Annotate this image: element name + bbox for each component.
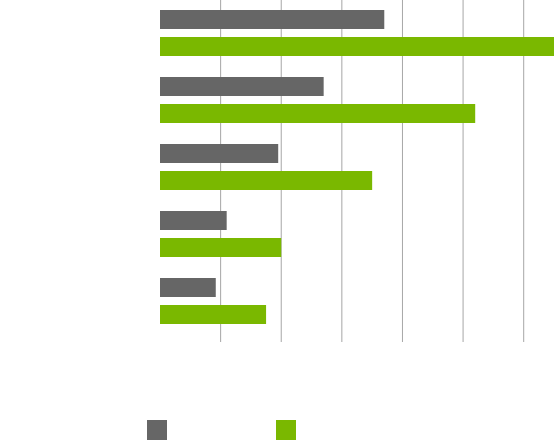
legend-swatch-series2	[276, 420, 296, 440]
bar-series1-row5	[160, 278, 216, 297]
legend-swatch-series1	[147, 420, 167, 440]
bar-series1-row1	[160, 10, 385, 29]
bar-series2-row3	[160, 171, 373, 190]
bar-series2-row5	[160, 305, 267, 324]
bar-series1-row2	[160, 77, 324, 96]
legend	[147, 420, 296, 440]
bar-series1-row4	[160, 211, 227, 230]
bar-series2-row1	[160, 37, 554, 56]
bar-series2-row2	[160, 104, 476, 123]
bars	[160, 10, 554, 324]
bar-series1-row3	[160, 144, 279, 163]
bar-series2-row4	[160, 238, 282, 257]
